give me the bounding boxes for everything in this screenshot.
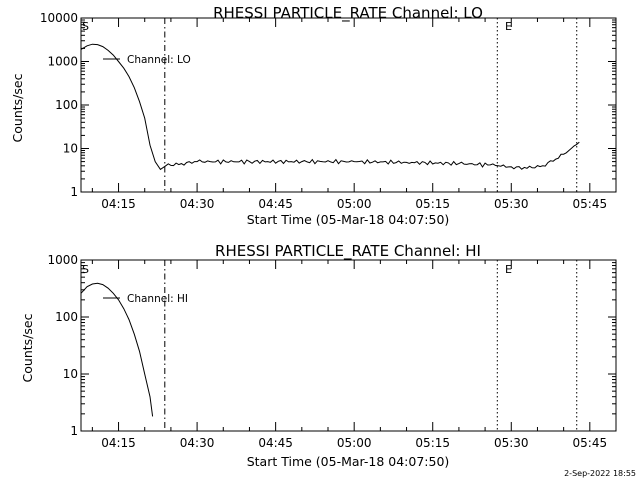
end-marker-lo: E: [505, 20, 512, 33]
x-tick-label-hi: 04:45: [258, 436, 293, 450]
y-tick-label-lo: 1000: [47, 55, 78, 69]
series-line-hi: [80, 282, 154, 417]
series-line-lo: [80, 43, 580, 171]
x-tick-label-hi: 05:30: [494, 436, 529, 450]
y-tick-label-hi: 1000: [47, 253, 78, 267]
y-tick-label-lo: 100: [55, 98, 78, 112]
legend-label-hi: Channel: HI: [127, 293, 188, 305]
x-tick-label-lo: 05:30: [494, 197, 529, 211]
y-tick-label-hi: 100: [55, 310, 78, 324]
x-tick-label-lo: 05:15: [415, 197, 450, 211]
x-axis-label-lo: Start Time (05-Mar-18 04:07:50): [247, 212, 450, 227]
x-tick-label-hi: 04:15: [101, 436, 136, 450]
y-tick-label-lo: 10000: [40, 11, 78, 25]
x-tick-label-lo: 05:00: [337, 197, 372, 211]
chart-title-hi: RHESSI PARTICLE_RATE Channel: HI: [215, 242, 481, 261]
y-tick-label-lo: 10: [63, 142, 78, 156]
chart-title-lo: RHESSI PARTICLE_RATE Channel: LO: [213, 4, 483, 23]
start-marker-lo: S: [82, 20, 89, 33]
x-tick-label-hi: 04:30: [180, 436, 215, 450]
x-tick-label-hi: 05:15: [415, 436, 450, 450]
timestamp-footer: 2-Sep-2022 18:55: [564, 469, 636, 478]
y-tick-label-hi: 1: [70, 424, 78, 438]
y-tick-label-lo: 1: [70, 185, 78, 199]
plot-frame-hi: [80, 259, 617, 432]
x-axis-label-hi: Start Time (05-Mar-18 04:07:50): [247, 454, 450, 469]
x-tick-label-lo: 05:45: [573, 197, 608, 211]
x-tick-label-lo: 04:15: [101, 197, 136, 211]
x-tick-label-hi: 05:00: [337, 436, 372, 450]
y-tick-label-hi: 10: [63, 367, 78, 381]
start-marker-hi: S: [82, 263, 89, 276]
x-tick-label-lo: 04:45: [258, 197, 293, 211]
y-axis-label-lo: Counts/sec: [10, 73, 25, 142]
end-marker-hi: E: [505, 263, 512, 276]
x-tick-label-lo: 04:30: [180, 197, 215, 211]
x-tick-label-hi: 05:45: [573, 436, 608, 450]
y-axis-label-hi: Counts/sec: [20, 313, 35, 382]
legend-label-lo: Channel: LO: [127, 54, 191, 66]
